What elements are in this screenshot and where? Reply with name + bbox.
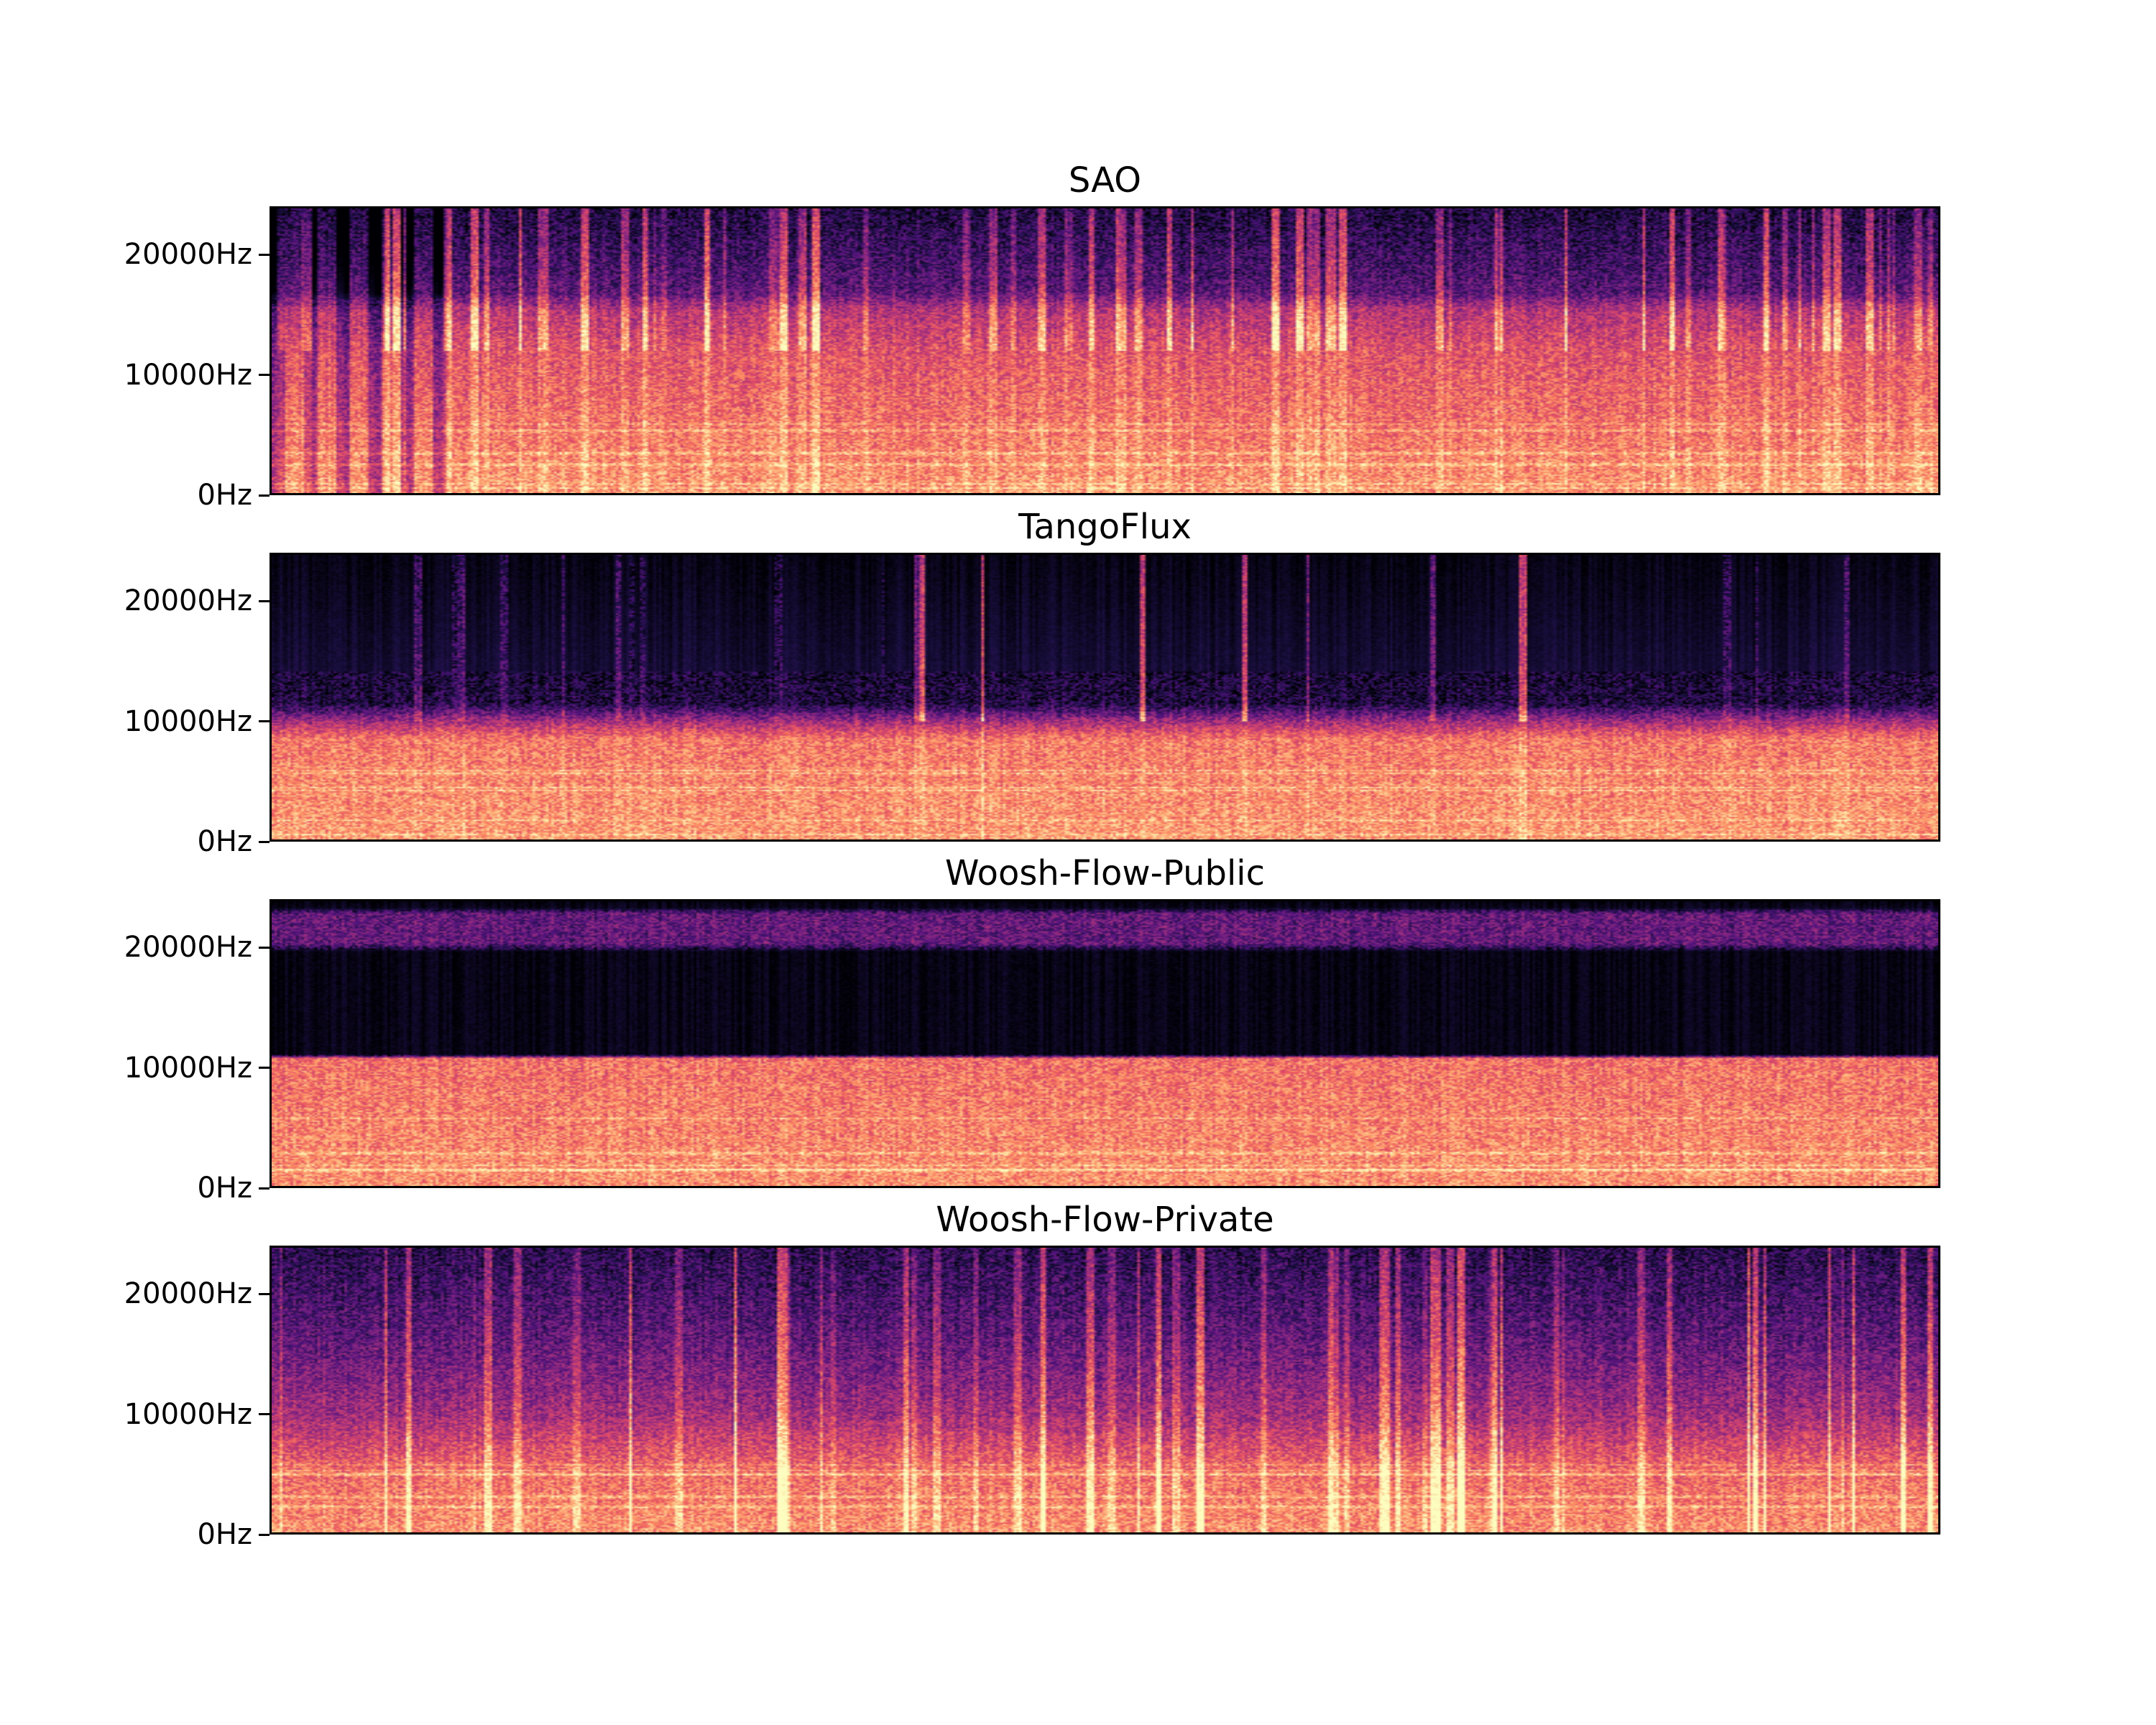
- spectrogram-image: [272, 555, 1938, 840]
- y-tick: [259, 1292, 270, 1295]
- y-tick: [259, 720, 270, 722]
- spectrogram-panel: Woosh-Flow-Private 0Hz 10000Hz 20000Hz: [124, 1200, 1940, 1551]
- spectrogram-plot: [270, 553, 1940, 842]
- y-tick: [259, 494, 270, 497]
- spectrogram-plot: [270, 1246, 1940, 1535]
- y-tick-label: 10000Hz: [124, 1397, 252, 1431]
- y-tick-label: 0Hz: [197, 479, 252, 512]
- spectrogram-panel: Woosh-Flow-Public 0Hz 10000Hz 20000Hz: [124, 853, 1940, 1205]
- y-tick-label: 20000Hz: [124, 1277, 252, 1310]
- y-tick: [259, 1187, 270, 1190]
- y-tick: [259, 1067, 270, 1069]
- y-tick-label: 10000Hz: [124, 358, 252, 392]
- y-tick-label: 20000Hz: [124, 931, 252, 964]
- spectrogram-plot: [270, 206, 1940, 495]
- y-tick-label: 20000Hz: [124, 584, 252, 617]
- y-tick: [259, 1533, 270, 1536]
- y-tick-label: 20000Hz: [124, 238, 252, 271]
- y-tick-label: 0Hz: [197, 1172, 252, 1205]
- spectrogram-image: [272, 1248, 1938, 1532]
- spectrogram-plot: [270, 899, 1940, 1188]
- y-tick: [259, 1413, 270, 1415]
- y-tick-label: 0Hz: [197, 825, 252, 858]
- y-tick-label: 10000Hz: [124, 1051, 252, 1085]
- y-tick-label: 0Hz: [197, 1518, 252, 1551]
- spectrogram-panel: SAO 0Hz 10000Hz 20000Hz: [124, 160, 1940, 512]
- spectrogram-image: [272, 208, 1938, 493]
- y-tick: [259, 840, 270, 843]
- y-tick: [259, 599, 270, 602]
- spectrogram-image: [272, 901, 1938, 1186]
- y-tick: [259, 253, 270, 256]
- panel-title: TangoFlux: [1018, 507, 1192, 547]
- panel-title: SAO: [1068, 160, 1142, 201]
- spectrogram-panel: TangoFlux 0Hz 10000Hz 20000Hz: [124, 507, 1940, 858]
- panel-title: Woosh-Flow-Private: [936, 1200, 1274, 1240]
- panel-title: Woosh-Flow-Public: [944, 853, 1266, 893]
- y-tick: [259, 374, 270, 376]
- y-tick-label: 10000Hz: [124, 704, 252, 738]
- y-tick: [259, 946, 270, 949]
